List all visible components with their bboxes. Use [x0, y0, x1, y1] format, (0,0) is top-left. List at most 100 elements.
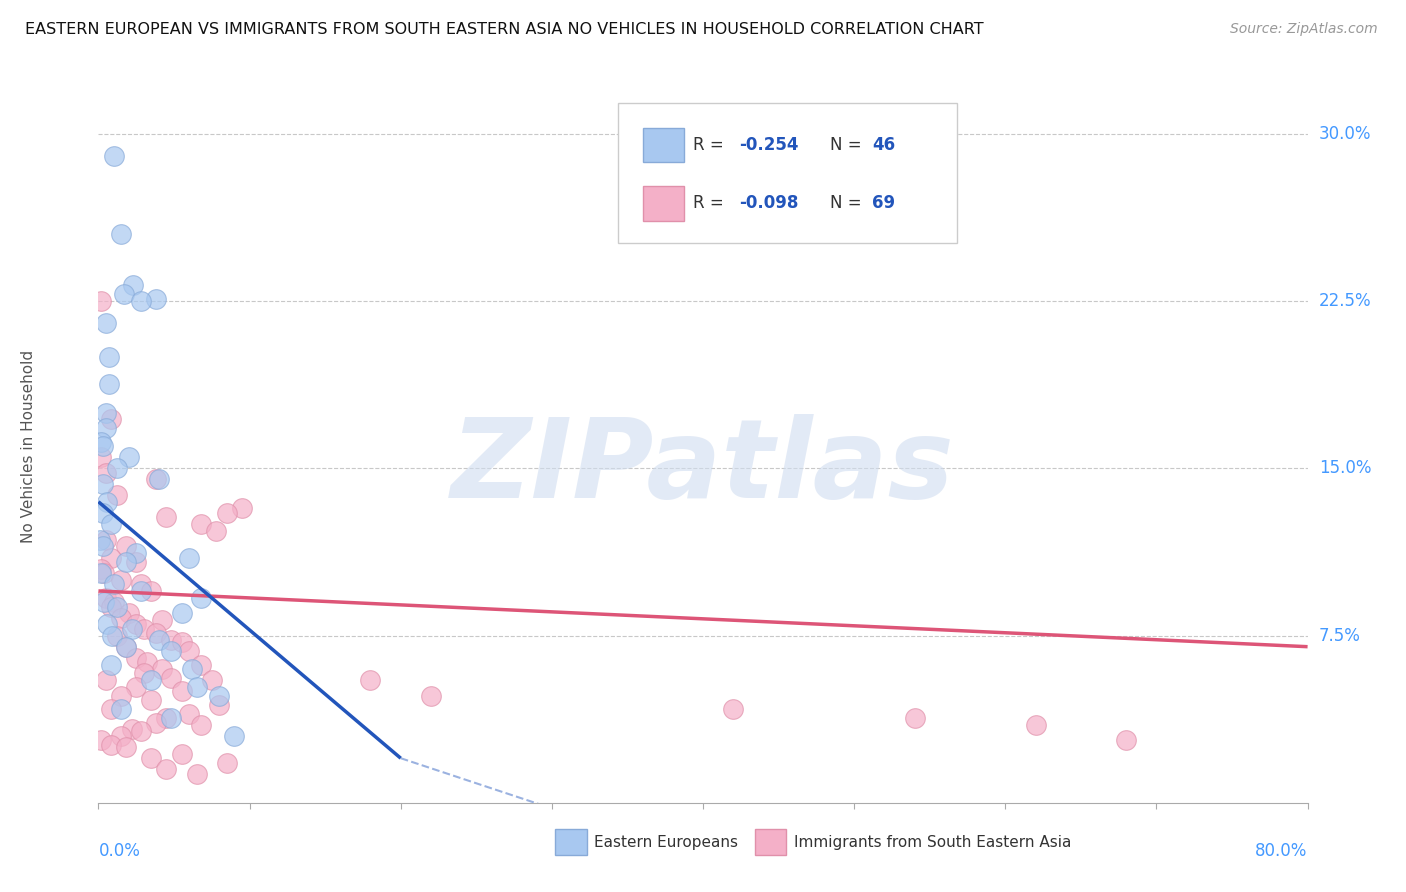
- Point: [132, 666, 155, 681]
- Point: [100, 702, 122, 716]
- FancyBboxPatch shape: [755, 830, 786, 855]
- Text: ZIPatlas: ZIPatlas: [451, 414, 955, 521]
- Point: [215, 506, 238, 520]
- Point: [94, 405, 117, 419]
- Point: [90, 562, 112, 576]
- Point: [90, 434, 112, 449]
- Point: [150, 613, 173, 627]
- Text: 7.5%: 7.5%: [1319, 626, 1361, 645]
- Point: [420, 689, 443, 703]
- Point: [114, 640, 136, 654]
- FancyBboxPatch shape: [619, 103, 957, 243]
- Point: [105, 628, 128, 642]
- FancyBboxPatch shape: [643, 186, 683, 220]
- Point: [110, 729, 132, 743]
- Point: [190, 657, 212, 672]
- Point: [94, 316, 117, 330]
- Point: [170, 635, 193, 649]
- Point: [90, 733, 112, 747]
- Point: [141, 693, 163, 707]
- Point: [96, 617, 118, 632]
- Point: [155, 762, 177, 776]
- Text: No Vehicles in Household: No Vehicles in Household: [21, 350, 37, 542]
- Point: [186, 767, 208, 781]
- Point: [125, 617, 148, 632]
- Point: [98, 376, 121, 391]
- Point: [94, 421, 117, 435]
- Text: Eastern Europeans: Eastern Europeans: [595, 835, 738, 849]
- Point: [105, 461, 128, 475]
- Point: [100, 412, 122, 426]
- Point: [160, 671, 183, 685]
- Text: Immigrants from South Eastern Asia: Immigrants from South Eastern Asia: [794, 835, 1071, 849]
- Point: [110, 227, 132, 241]
- Point: [170, 747, 193, 761]
- Point: [224, 729, 246, 743]
- Point: [101, 628, 124, 642]
- Text: 0.0%: 0.0%: [98, 842, 141, 860]
- Point: [208, 698, 231, 712]
- Point: [179, 706, 201, 721]
- Point: [129, 577, 152, 591]
- Point: [96, 494, 118, 508]
- Point: [132, 622, 155, 636]
- Point: [125, 546, 148, 560]
- Point: [114, 539, 136, 553]
- Point: [125, 651, 148, 665]
- Point: [145, 292, 167, 306]
- Text: N =: N =: [830, 136, 868, 153]
- Point: [94, 673, 117, 687]
- Point: [129, 724, 152, 739]
- Point: [118, 607, 141, 621]
- Point: [91, 439, 114, 453]
- Point: [121, 723, 143, 737]
- Point: [105, 488, 128, 502]
- Point: [231, 501, 253, 516]
- Point: [103, 149, 125, 163]
- Point: [155, 711, 177, 725]
- Text: R =: R =: [693, 194, 730, 212]
- Point: [100, 516, 122, 531]
- Point: [135, 655, 157, 669]
- Point: [114, 740, 136, 755]
- Point: [100, 738, 122, 752]
- Point: [360, 673, 382, 687]
- Point: [110, 689, 132, 703]
- Point: [129, 293, 152, 308]
- Point: [100, 599, 122, 614]
- Point: [98, 350, 121, 364]
- Point: [160, 644, 183, 658]
- Point: [170, 607, 193, 621]
- Point: [91, 539, 114, 553]
- Point: [190, 591, 212, 605]
- FancyBboxPatch shape: [643, 128, 683, 162]
- Text: 30.0%: 30.0%: [1319, 125, 1371, 143]
- Point: [145, 715, 167, 730]
- Point: [94, 591, 117, 605]
- Point: [190, 516, 212, 531]
- Text: 15.0%: 15.0%: [1319, 459, 1371, 477]
- Point: [114, 555, 136, 569]
- Point: [160, 711, 183, 725]
- Text: EASTERN EUROPEAN VS IMMIGRANTS FROM SOUTH EASTERN ASIA NO VEHICLES IN HOUSEHOLD : EASTERN EUROPEAN VS IMMIGRANTS FROM SOUT…: [25, 22, 984, 37]
- Point: [89, 533, 111, 547]
- Point: [190, 717, 212, 731]
- Point: [105, 599, 128, 614]
- Point: [150, 662, 173, 676]
- Point: [179, 550, 201, 565]
- Point: [125, 555, 148, 569]
- Point: [208, 689, 231, 703]
- Point: [179, 644, 201, 658]
- Point: [118, 450, 141, 464]
- Point: [91, 506, 114, 520]
- Point: [110, 610, 132, 624]
- Point: [121, 622, 143, 636]
- Point: [90, 293, 112, 308]
- Point: [93, 595, 115, 609]
- Point: [90, 566, 112, 581]
- Point: [100, 550, 122, 565]
- Point: [1115, 733, 1137, 747]
- Point: [186, 680, 208, 694]
- Point: [100, 657, 122, 672]
- Point: [148, 473, 170, 487]
